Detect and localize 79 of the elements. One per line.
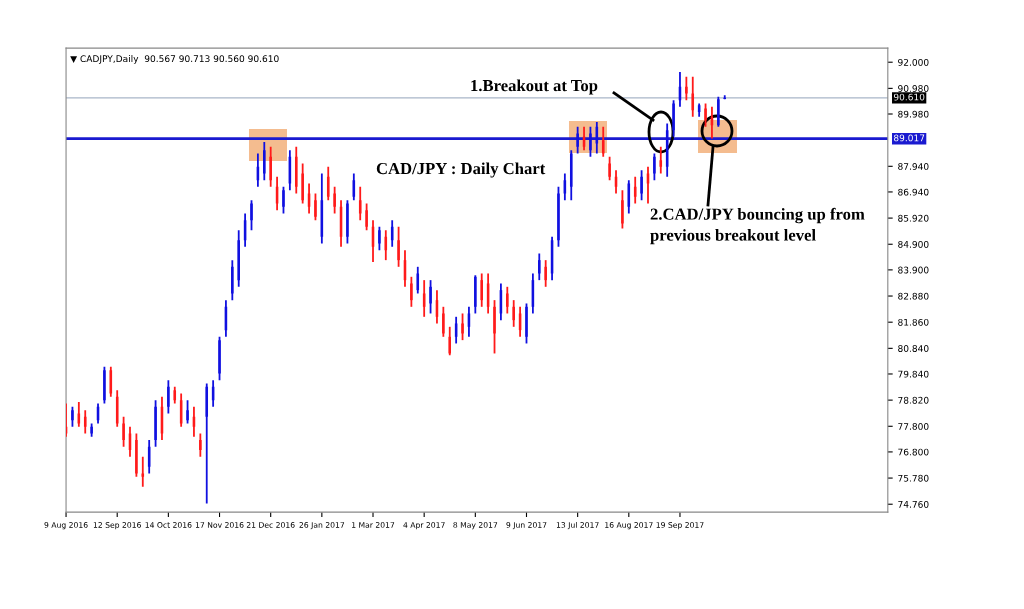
candlestick — [199, 432, 202, 458]
candlestick — [416, 265, 420, 295]
candlestick — [685, 75, 688, 102]
candlestick — [122, 415, 125, 448]
ref-line-label: 89.017 — [893, 134, 925, 142]
candlestick — [512, 299, 515, 328]
candlestick — [135, 432, 138, 478]
candlestick — [231, 259, 234, 302]
y-tick-label: 74.760 — [898, 500, 929, 508]
candlestick — [608, 155, 611, 182]
candlestick — [167, 379, 170, 415]
candlestick — [90, 422, 93, 438]
candlestick — [589, 125, 592, 158]
candlestick — [263, 141, 266, 182]
annotation: 2.CAD/JPY bouncing up from previous breakout level — [650, 207, 865, 245]
candlestick — [569, 149, 573, 202]
candlestick — [154, 399, 157, 448]
candlestick — [71, 405, 74, 428]
candlestick — [333, 185, 336, 215]
candlestick — [474, 274, 477, 315]
candlestick — [576, 125, 579, 155]
y-tick-label: 90.980 — [898, 85, 929, 92]
candlestick — [218, 335, 221, 382]
candlestick — [672, 99, 675, 138]
y-tick-label: 86.940 — [898, 188, 929, 196]
y-tick-label: 83.900 — [898, 266, 929, 274]
annotation: 1.Breakout at Top — [471, 79, 598, 95]
candlestick — [346, 199, 349, 245]
candlestick — [397, 225, 400, 268]
candlestick — [506, 285, 509, 315]
candlestick — [410, 275, 413, 308]
y-tick-label: 82.880 — [898, 292, 929, 300]
y-tick-label: 80.840 — [898, 345, 929, 352]
candlestick — [723, 94, 727, 101]
candlestick — [704, 102, 707, 128]
candlestick — [621, 189, 624, 230]
y-tick-label: 84.900 — [898, 240, 929, 248]
y-tick-label: 75.780 — [898, 474, 929, 482]
candlestick — [103, 365, 106, 405]
y-tick-label: 92.000 — [898, 58, 929, 66]
candlestick — [601, 125, 605, 158]
candlestick — [691, 75, 695, 118]
candlestick — [378, 225, 381, 252]
candlestick — [205, 382, 209, 505]
candlestick — [429, 279, 432, 315]
candlestick — [269, 145, 272, 188]
candlestick — [186, 399, 189, 425]
candlestick — [282, 185, 285, 215]
candlestick — [314, 192, 317, 222]
y-tick-label: 79.840 — [898, 370, 929, 378]
candlestick — [653, 152, 656, 182]
annotation: ▼ CADJPY,Daily 90.567 90.713 90.560 90.610 — [70, 55, 279, 64]
annotation: CAD/JPY : Daily Chart — [376, 162, 546, 178]
y-tick-label: 87.940 — [898, 163, 929, 170]
y-tick-label: 78.820 — [898, 396, 929, 404]
y-tick-label: 81.860 — [898, 318, 929, 326]
candlestick — [480, 272, 483, 308]
candlestick — [461, 312, 464, 342]
candlestick — [717, 95, 720, 128]
candlestick — [237, 229, 240, 288]
candlestick — [544, 259, 547, 288]
ref-line-label: 90.610 — [893, 93, 925, 101]
candlestick — [326, 165, 330, 202]
candlestick — [83, 409, 87, 435]
candlestick — [294, 145, 298, 195]
candlestick — [301, 162, 304, 205]
y-tick-label: 85.920 — [898, 214, 929, 222]
candlestick — [525, 302, 528, 345]
candlestick — [448, 325, 452, 357]
candlestick — [442, 305, 445, 338]
candlestick — [538, 252, 541, 282]
candlestick — [250, 199, 253, 232]
y-tick-label: 89.980 — [898, 110, 929, 118]
candlestick — [640, 169, 643, 202]
y-tick-label: 76.800 — [898, 448, 929, 456]
candlestick — [557, 185, 560, 248]
candlestick — [365, 202, 368, 232]
candlestick — [493, 299, 496, 355]
y-tick-label: 77.800 — [898, 423, 929, 430]
